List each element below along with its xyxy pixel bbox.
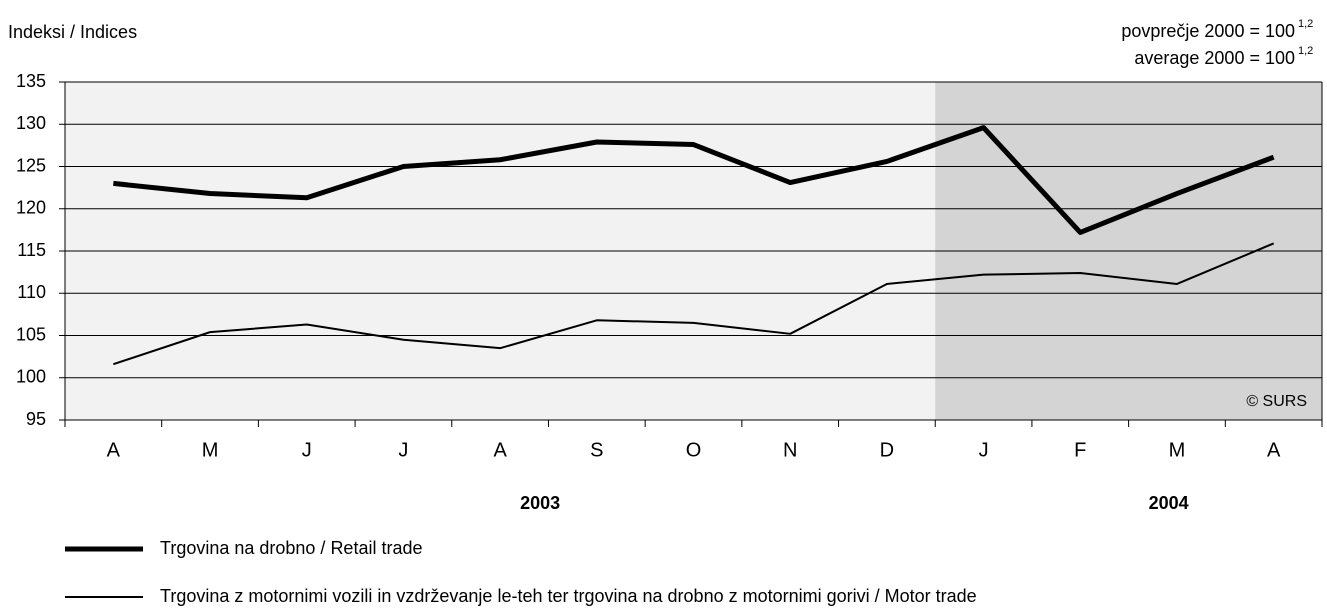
x-tick-label: A — [107, 439, 121, 461]
series-line — [113, 242, 1275, 366]
x-tick-label: M — [202, 439, 219, 461]
year-label: 2003 — [520, 493, 560, 513]
y-tick-label: 95 — [26, 409, 46, 429]
y-tick-label: 120 — [16, 198, 46, 218]
year-label: 2004 — [1149, 493, 1189, 513]
y-tick-label: 125 — [16, 155, 46, 175]
x-tick-label: A — [493, 439, 507, 461]
credit: © SURS — [1246, 393, 1307, 410]
annotation: povprečje 2000 = 100 — [1121, 21, 1295, 41]
legend-label: Trgovina na drobno / Retail trade — [160, 538, 423, 558]
annotation: average 2000 = 100 — [1134, 48, 1295, 68]
annotation-sup: 1,2 — [1298, 45, 1313, 57]
y-tick-label: 100 — [16, 367, 46, 387]
legend-label: Trgovina z motornimi vozili in vzdrževan… — [160, 586, 977, 606]
x-tick-label: J — [979, 439, 989, 461]
x-tick-label: N — [783, 439, 797, 461]
y-tick-label: 135 — [16, 71, 46, 91]
x-tick-label: A — [1267, 439, 1281, 461]
y-tick-label: 110 — [17, 282, 46, 302]
x-tick-label: F — [1074, 439, 1086, 461]
series-line — [113, 125, 1275, 235]
x-tick-label: M — [1169, 439, 1186, 461]
x-tick-label: J — [302, 439, 312, 461]
x-tick-label: O — [686, 439, 702, 461]
y-tick-label: 115 — [17, 240, 46, 260]
x-tick-label: D — [880, 439, 894, 461]
x-tick-label: S — [590, 439, 603, 461]
annotation-sup: 1,2 — [1298, 18, 1313, 30]
y-axis-label: Indeksi / Indices — [8, 22, 137, 42]
y-tick-label: 130 — [16, 113, 46, 133]
y-tick-label: 105 — [16, 324, 46, 344]
x-tick-label: J — [398, 439, 408, 461]
